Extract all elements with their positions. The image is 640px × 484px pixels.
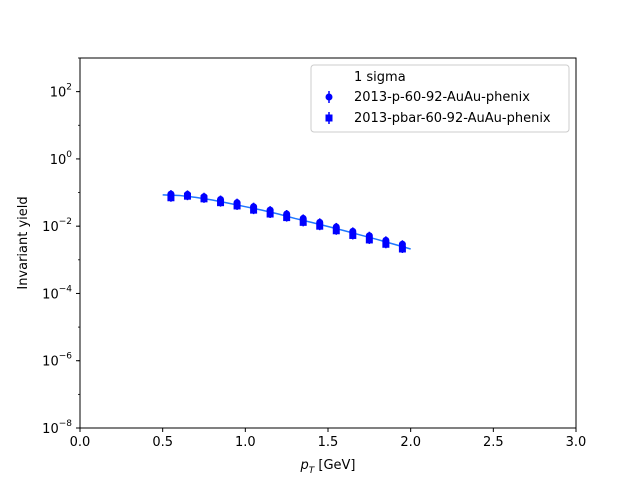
y-tick-base: 10 <box>42 287 59 302</box>
data-point-antiproton <box>167 194 175 202</box>
x-tick-label: 0.5 <box>152 435 173 450</box>
legend-marker-square <box>325 114 333 122</box>
data-point-antiproton <box>382 240 390 248</box>
data-point-antiproton <box>183 192 191 200</box>
y-tick-exponent: 2 <box>66 83 72 93</box>
y-tick-base: 10 <box>50 86 67 101</box>
y-tick-exponent: −4 <box>59 284 73 294</box>
data-point-antiproton <box>250 206 258 214</box>
x-tick-label: 2.5 <box>483 435 504 450</box>
legend-entry-label: 2013-pbar-60-92-AuAu-phenix <box>354 111 551 126</box>
y-tick-base: 10 <box>50 153 67 168</box>
data-point-antiproton <box>217 199 225 207</box>
legend-entry-label: 2013-p-60-92-AuAu-phenix <box>354 90 530 105</box>
plot-area <box>162 190 411 253</box>
data-point-antiproton <box>316 222 324 230</box>
legend-title: 1 sigma <box>354 70 406 85</box>
legend-box <box>310 64 570 133</box>
y-tick-label: 10−8 <box>42 419 72 437</box>
x-axis-label: pT [GeV] <box>299 458 355 476</box>
y-tick-exponent: −8 <box>59 419 73 429</box>
legend-marker-circle <box>325 93 333 101</box>
y-tick-label: 100 <box>50 150 73 168</box>
y-tick-base: 10 <box>42 220 59 235</box>
x-tick-label: 2.0 <box>400 435 421 450</box>
y-axis-label: Invariant yield <box>16 196 31 289</box>
x-axis-label-unit: [GeV] <box>314 458 355 473</box>
data-point-antiproton <box>299 218 307 226</box>
y-tick-label: 102 <box>50 83 72 101</box>
x-tick-label: 0.0 <box>70 435 91 450</box>
x-axis-label-main: p <box>299 458 308 473</box>
x-axis-label-subscript: T <box>309 466 316 476</box>
data-point-antiproton <box>398 245 406 253</box>
data-point-antiproton <box>266 210 274 218</box>
data-point-antiproton <box>233 202 241 210</box>
legend: 1 sigma 2013-p-60-92-AuAu-phenix 2013-pbar… <box>310 64 570 133</box>
y-tick-label: 10−4 <box>42 284 72 302</box>
y-tick-exponent: −6 <box>59 352 73 362</box>
axes: 0.0 0.5 1.0 1.5 2.0 2.5 3.010−810−610−410−2100… <box>16 57 587 476</box>
y-tick-label: 10−2 <box>42 217 72 235</box>
x-tick-label: 3.0 <box>566 435 587 450</box>
x-tick-label: 1.5 <box>318 435 339 450</box>
y-tick-base: 10 <box>42 355 59 370</box>
y-tick-base: 10 <box>42 422 59 437</box>
data-point-antiproton <box>200 195 208 203</box>
data-point-antiproton <box>365 236 373 244</box>
y-tick-label: 10−6 <box>42 352 72 370</box>
y-tick-exponent: −2 <box>59 217 72 227</box>
data-point-antiproton <box>349 231 357 239</box>
data-point-antiproton <box>332 227 340 235</box>
data-point-antiproton <box>283 214 291 222</box>
y-tick-exponent: 0 <box>66 150 72 160</box>
x-tick-label: 1.0 <box>235 435 256 450</box>
